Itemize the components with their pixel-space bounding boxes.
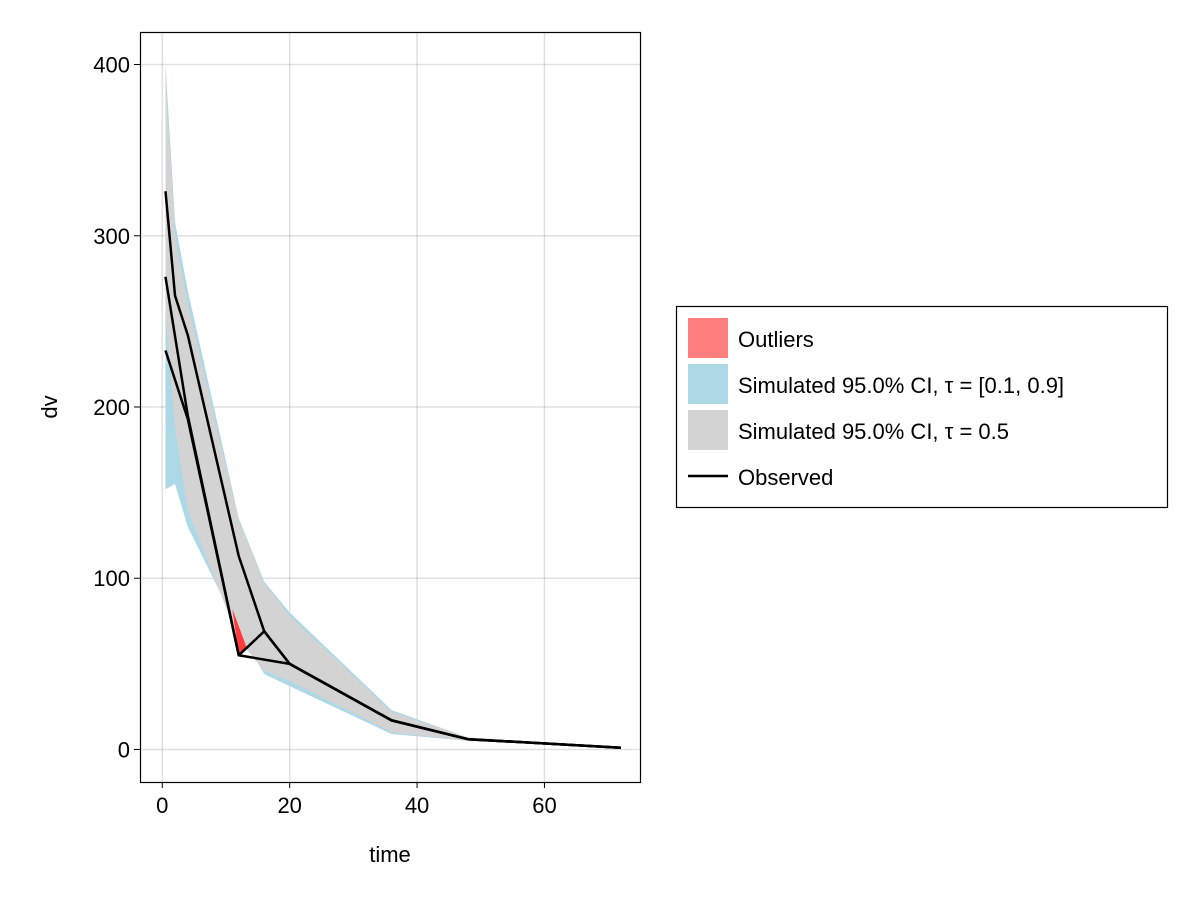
- legend-label-ci-outer: Simulated 95.0% CI, τ = [0.1, 0.9]: [738, 373, 1064, 398]
- x-tick-label: 20: [277, 793, 301, 818]
- observed-line: [164, 191, 621, 750]
- legend-label-observed: Observed: [738, 465, 833, 490]
- legend-frame: [675, 305, 1169, 509]
- legend-swatch-outliers: [688, 318, 728, 358]
- y-tick-label: 200: [93, 395, 130, 420]
- x-axis-label: time: [369, 842, 411, 867]
- y-tick-label: 100: [93, 566, 130, 591]
- outlier-region: [232, 609, 247, 656]
- legend: Outliers Simulated 95.0% CI, τ = [0.1, 0…: [675, 305, 1169, 509]
- observed-line: [164, 350, 621, 750]
- x-tick-label: 60: [532, 793, 556, 818]
- legend-label-ci-median: Simulated 95.0% CI, τ = 0.5: [738, 419, 1009, 444]
- x-tick-label: 40: [405, 793, 429, 818]
- legend-swatch-ci-median: [688, 410, 728, 450]
- y-axis-label: dv: [37, 395, 62, 418]
- legend-label-outliers: Outliers: [738, 327, 814, 352]
- y-tick-label: 300: [93, 224, 130, 249]
- y-tick-label: 400: [93, 53, 130, 78]
- plot-frame: [139, 31, 642, 784]
- y-tick-label: 0: [118, 737, 130, 762]
- legend-swatch-ci-outer: [688, 364, 728, 404]
- x-tick-label: 0: [156, 793, 168, 818]
- ci-band-median: [165, 73, 621, 748]
